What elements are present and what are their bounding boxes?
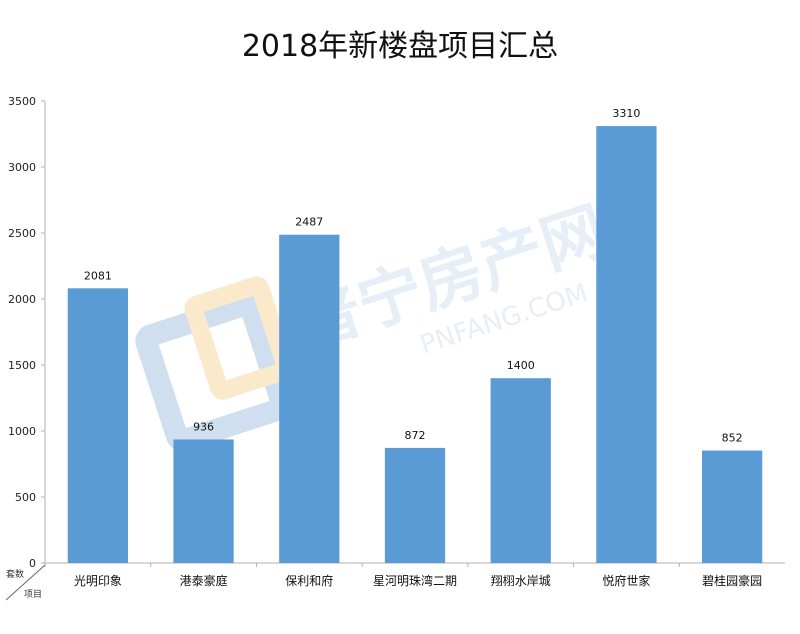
x-tick-label: 星河明珠湾二期 xyxy=(373,573,457,588)
data-label: 936 xyxy=(193,420,214,433)
x-tick-label: 光明印象 xyxy=(74,574,122,588)
x-tick-label: 翔栩水岸城 xyxy=(491,573,551,588)
corner-diagonal xyxy=(5,564,46,601)
data-label: 1400 xyxy=(507,359,535,372)
x-axis-labels: 光明印象 港泰豪庭 保利和府 星河明珠湾二期 翔栩水岸城 悦府世家 碧桂园豪园 xyxy=(44,563,762,588)
bar xyxy=(596,126,657,563)
data-label: 852 xyxy=(722,432,743,445)
data-label: 3310 xyxy=(612,107,640,120)
x-tick-label: 保利和府 xyxy=(285,573,333,588)
y-tick-label: 1000 xyxy=(8,425,36,438)
watermark-logo: 普宁房产网 PNFANG.COM xyxy=(135,194,615,452)
y-tick-label: 3500 xyxy=(8,95,36,108)
x-tick-label: 港泰豪庭 xyxy=(180,573,228,588)
bar xyxy=(279,234,340,563)
y-tick-label: 3000 xyxy=(8,161,36,174)
y-axis-title: 套数 xyxy=(6,568,24,580)
bar xyxy=(67,288,128,563)
bar xyxy=(702,450,763,563)
data-label: 872 xyxy=(405,429,426,442)
bar xyxy=(384,447,446,563)
y-tick-label: 0 xyxy=(29,557,36,570)
data-labels-group: 2081 936 2487 872 1400 3310 852 xyxy=(84,107,743,444)
x-axis-title: 项目 xyxy=(24,589,42,600)
y-tick-label: 1500 xyxy=(8,359,36,372)
data-label: 2081 xyxy=(84,269,112,282)
bar xyxy=(173,439,234,563)
y-axis-ticks: 0 500 1000 1500 2000 2500 3000 3500 xyxy=(8,95,45,570)
bars-group xyxy=(67,126,763,563)
x-tick-label: 碧桂园豪园 xyxy=(702,573,762,588)
y-tick-label: 2000 xyxy=(8,293,36,306)
y-tick-label: 2500 xyxy=(8,227,36,240)
chart-title: 2018年新楼盘项目汇总 xyxy=(242,29,558,64)
data-label: 2487 xyxy=(295,216,323,229)
y-tick-label: 500 xyxy=(15,491,36,504)
x-tick-label: 悦府世家 xyxy=(602,573,650,588)
watermark-house-accent xyxy=(184,276,295,400)
bar xyxy=(490,378,551,563)
